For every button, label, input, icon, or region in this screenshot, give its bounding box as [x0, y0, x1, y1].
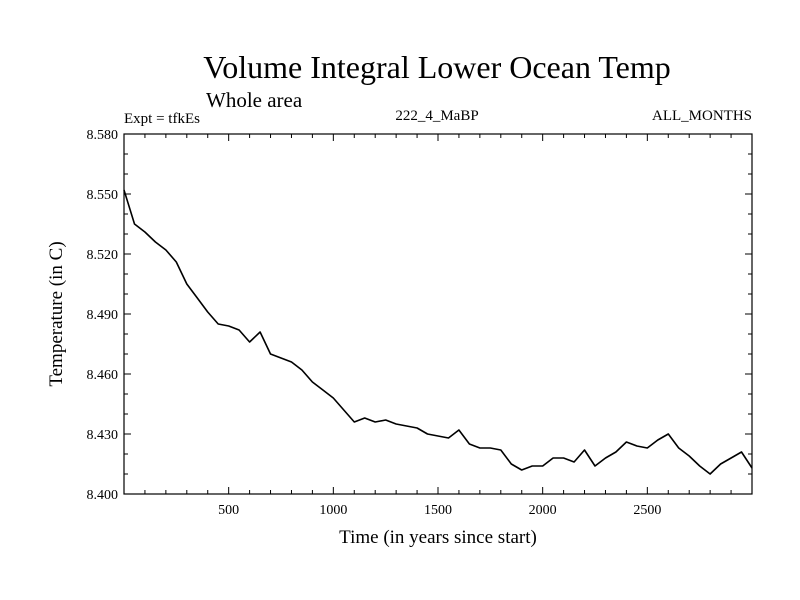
expt-label: Expt = tfkEs [124, 111, 200, 127]
y-tick-label: 8.550 [87, 188, 119, 203]
y-tick-label: 8.460 [87, 368, 119, 383]
x-tick-label: 1000 [319, 503, 347, 518]
axis-ticks: 8.400 8.430 8.460 8.490 8.520 8.550 8.580 500 10… [87, 128, 752, 518]
y-tick-label: 8.490 [87, 308, 119, 323]
series-layer [123, 189, 753, 475]
months-label: ALL_MONTHS [652, 108, 752, 124]
y-axis-label: Temperature (in C) [46, 241, 67, 386]
run-label: 222_4_MaBP [395, 108, 478, 124]
y-tick-label: 8.520 [87, 248, 119, 263]
x-tick-label: 500 [218, 503, 239, 518]
chart-title: Volume Integral Lower Ocean Temp [203, 49, 671, 85]
chart-subtitle: Whole area [206, 88, 303, 112]
x-tick-label: 1500 [424, 503, 452, 518]
y-tick-label: 8.400 [87, 488, 119, 503]
x-tick-label: 2500 [633, 503, 661, 518]
y-tick-label: 8.430 [87, 428, 119, 443]
x-axis-label: Time (in years since start) [339, 527, 537, 548]
temperature-series-line [123, 189, 753, 475]
y-tick-label: 8.580 [87, 128, 119, 143]
x-tick-label: 2000 [529, 503, 557, 518]
